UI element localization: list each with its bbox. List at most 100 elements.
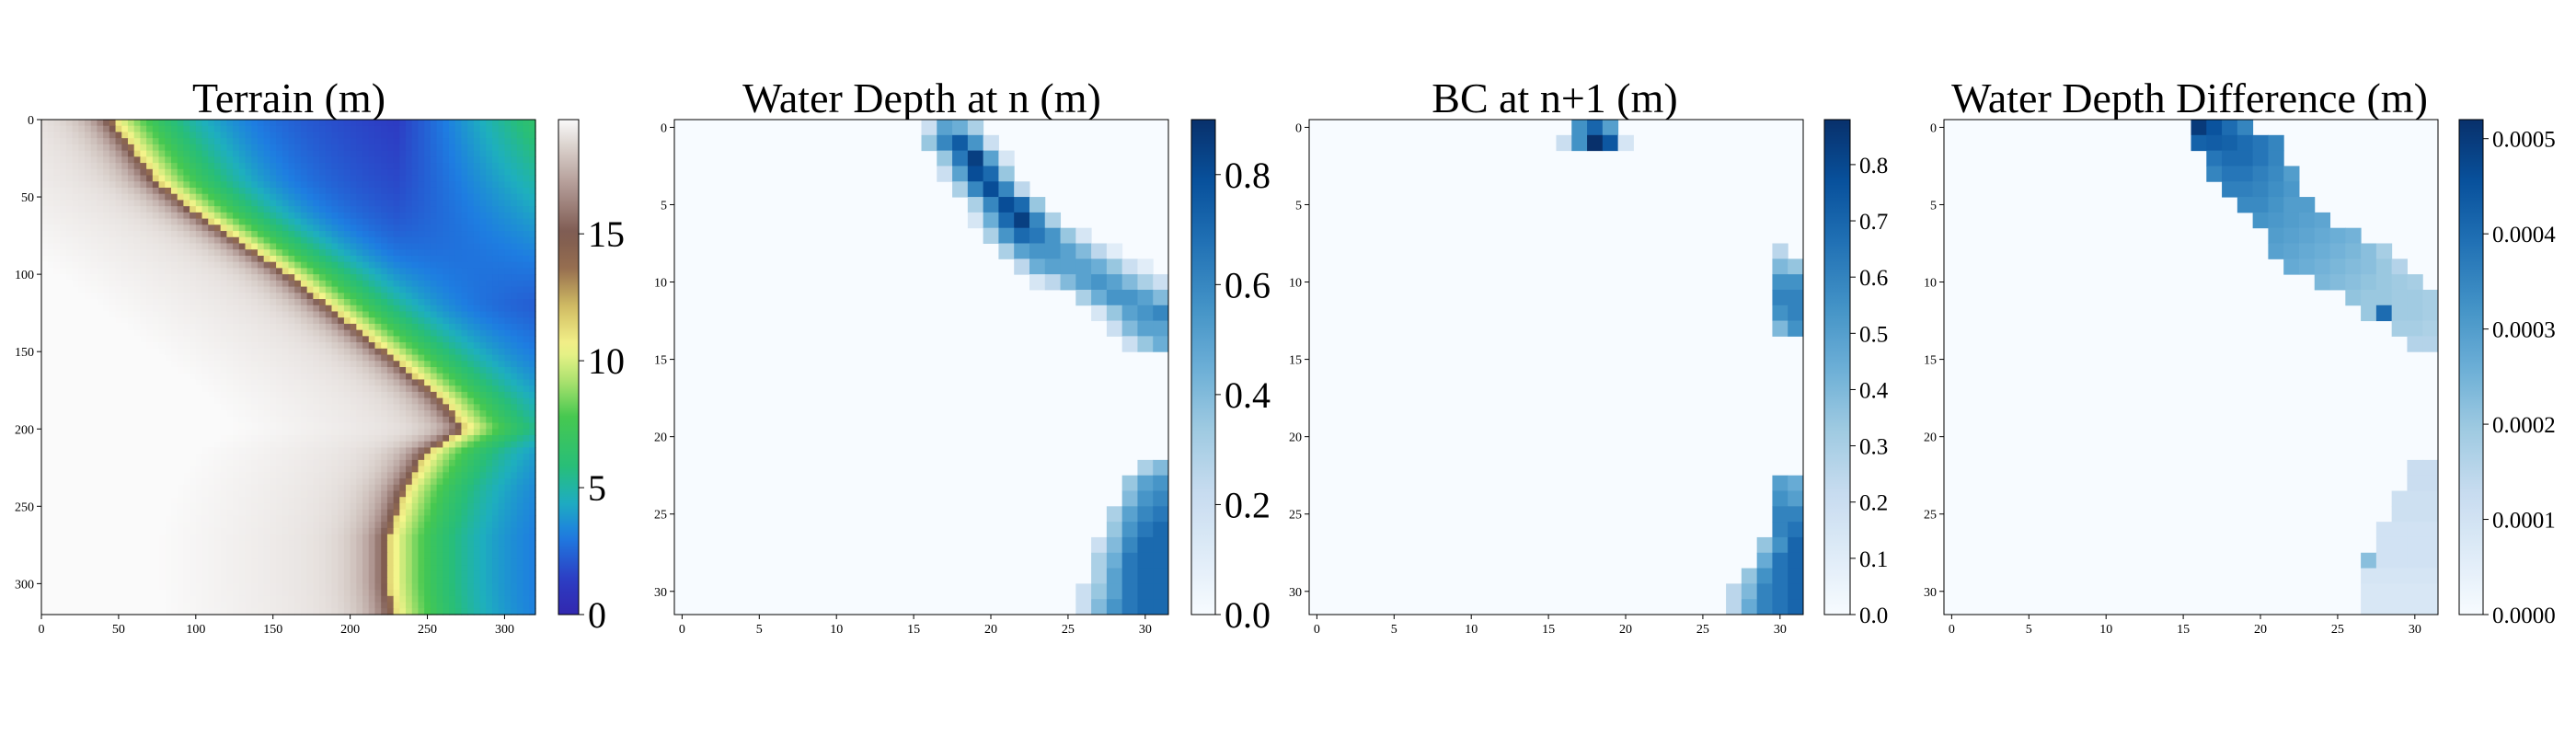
terrain-cell (97, 373, 104, 381)
terrain-cell (386, 429, 395, 436)
terrain-cell (245, 434, 252, 443)
terrain-cell (127, 434, 135, 443)
terrain-cell (338, 138, 345, 145)
terrain-cell (356, 163, 363, 170)
terrain-cell (356, 379, 363, 386)
terrain-cell (479, 410, 487, 418)
terrain-cell (338, 187, 345, 195)
terrain-cell (430, 478, 438, 486)
terrain-cell (251, 484, 259, 492)
terrain-cell (356, 274, 363, 282)
terrain-cell (406, 342, 413, 350)
terrain-cell (492, 354, 500, 362)
terrain-cell (449, 181, 456, 189)
terrain-cell (152, 255, 160, 263)
terrain-cell (90, 236, 98, 245)
terrain-cell (325, 397, 333, 405)
terrain-cell (486, 243, 493, 250)
terrain-cell (84, 212, 92, 220)
terrain-cell (294, 342, 302, 350)
terrain-cell (220, 218, 227, 225)
terrain-cell (386, 224, 395, 232)
terrain-cell (362, 323, 370, 331)
terrain-cell (516, 497, 524, 504)
terrain-cell (374, 422, 382, 430)
terrain-cell (436, 429, 443, 436)
terrain-cell (411, 317, 420, 325)
terrain-cell (103, 373, 110, 381)
terrain-cell (90, 391, 98, 399)
terrain-cell (158, 434, 166, 443)
terrain-title: Terrain (m) (192, 75, 385, 121)
terrain-cell (133, 280, 141, 288)
terrain-cell (504, 416, 512, 424)
terrain-cell (406, 144, 413, 152)
terrain-cell (343, 329, 351, 337)
terrain-cell (516, 466, 524, 473)
terrain-cell (374, 323, 382, 331)
terrain-cell (84, 361, 92, 368)
terrain-cell (152, 311, 160, 318)
terrain-cell (529, 218, 536, 225)
terrain-cell (220, 193, 227, 201)
terrain-cell (516, 293, 524, 300)
terrain-cell (158, 348, 166, 356)
terrain-cell (183, 336, 190, 343)
terrain-cell (183, 385, 190, 393)
terrain-cell (140, 305, 147, 313)
terrain-cell (103, 163, 110, 170)
terrain-cell (325, 472, 333, 479)
terrain-cell (41, 416, 49, 424)
terrain-cell (406, 373, 413, 381)
terrain-cell (158, 138, 166, 145)
terrain-cell (523, 441, 530, 449)
terrain-cell (109, 299, 117, 306)
terrain-cell (449, 397, 456, 405)
terrain-cell (467, 286, 475, 293)
terrain-cell (356, 187, 363, 195)
terrain-cell (529, 236, 536, 245)
terrain-cell (492, 299, 500, 306)
terrain-cell (140, 150, 147, 157)
terrain-cell (47, 391, 55, 399)
terrain-cell (152, 168, 160, 177)
terrain-cell (436, 150, 443, 157)
terrain-cell (486, 311, 493, 318)
terrain-cell (238, 218, 247, 225)
terrain-cell (121, 150, 129, 157)
terrain-cell (331, 497, 339, 504)
terrain-cell (406, 255, 413, 263)
terrain-cell (294, 231, 302, 238)
terrain-cell (263, 497, 270, 504)
terrain-cell (245, 132, 252, 139)
terrain-cell (90, 181, 98, 189)
terrain-cell (190, 434, 197, 443)
terrain-cell (288, 163, 295, 170)
terrain-cell (331, 361, 339, 368)
terrain-cell (201, 373, 209, 381)
terrain-cell (473, 299, 481, 306)
terrain-cell (381, 175, 388, 182)
terrain-cell (53, 348, 61, 356)
terrain-cell (127, 224, 135, 232)
terrain-cell (467, 293, 475, 300)
terrain-cell (195, 132, 203, 139)
terrain-cell (263, 490, 270, 498)
terrain-cell (213, 397, 222, 405)
terrain-cell (443, 416, 450, 424)
terrain-cell (473, 138, 481, 145)
terrain-cell (443, 286, 450, 293)
terrain-cell (72, 466, 79, 473)
terrain-cell (146, 255, 154, 263)
terrain-cell (177, 249, 184, 257)
terrain-cell (195, 163, 203, 170)
terrain-cell (486, 249, 493, 257)
terrain-cell (146, 311, 154, 318)
terrain-cell (319, 249, 327, 257)
terrain-cell (183, 163, 190, 170)
terrain-cell (350, 410, 357, 418)
terrain-cell (449, 454, 456, 461)
terrain-cell (454, 280, 463, 288)
terrain-cell (78, 484, 86, 492)
terrain-cell (78, 293, 86, 300)
